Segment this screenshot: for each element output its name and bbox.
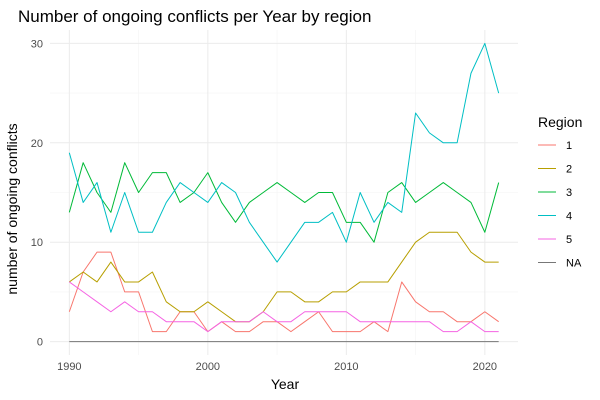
y-tick-label: 10 — [31, 237, 43, 249]
legend-title: Region — [538, 114, 582, 130]
y-axis-ticks: 0 10 20 30 — [31, 38, 43, 348]
series-line-3 — [68, 162, 500, 243]
x-tick-label: 2010 — [334, 361, 358, 373]
legend-label-5: 5 — [566, 234, 572, 246]
x-tick-label: 1990 — [57, 361, 81, 373]
legend-label-1: 1 — [566, 140, 572, 152]
y-tick-label: 30 — [31, 38, 43, 50]
x-axis-label: Year — [271, 376, 300, 392]
y-tick-label: 0 — [37, 337, 43, 349]
legend-label-na: NA — [566, 258, 582, 270]
x-tick-label: 2020 — [473, 361, 497, 373]
legend-label-2: 2 — [566, 164, 572, 176]
legend: Region 1 2 3 4 5 NA — [538, 114, 582, 270]
series-line-5 — [69, 281, 499, 333]
chart-title: Number of ongoing conflicts per Year by … — [18, 7, 371, 26]
x-tick-label: 2000 — [196, 361, 220, 373]
legend-label-3: 3 — [566, 187, 572, 199]
legend-label-4: 4 — [566, 211, 572, 223]
y-axis-label: number of ongoing conflicts — [4, 123, 20, 294]
plot-series — [68, 42, 500, 343]
series-line-2 — [69, 231, 499, 323]
series-line-1 — [68, 251, 499, 333]
series-line-4 — [68, 42, 500, 263]
plot-grid — [50, 30, 518, 355]
y-tick-label: 20 — [31, 138, 43, 150]
x-axis-ticks: 1990 2000 2010 2020 — [57, 361, 497, 373]
